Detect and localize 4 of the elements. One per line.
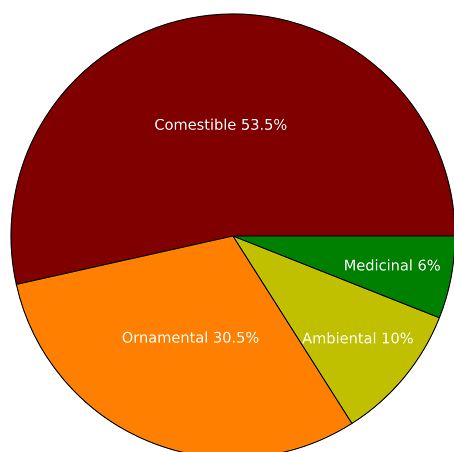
slice-label: Ambiental 10% <box>302 332 413 344</box>
slice-label: Medicinal 6% <box>345 259 440 271</box>
slice-label: Ornamental 30.5% <box>122 331 258 343</box>
slice-label: Comestible 53.5% <box>155 118 286 130</box>
